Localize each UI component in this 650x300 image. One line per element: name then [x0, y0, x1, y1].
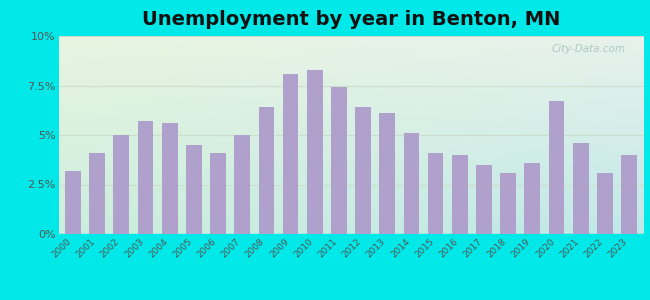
Bar	[621, 155, 637, 234]
Bar	[356, 107, 371, 234]
Bar	[500, 172, 516, 234]
Bar	[428, 153, 443, 234]
Bar	[235, 135, 250, 234]
Bar	[476, 165, 492, 234]
Bar	[525, 163, 540, 234]
Bar	[597, 172, 613, 234]
Bar	[404, 133, 419, 234]
Bar	[65, 171, 81, 234]
Bar	[114, 135, 129, 234]
Bar	[573, 143, 588, 234]
Bar	[186, 145, 202, 234]
Bar	[549, 101, 564, 234]
Bar	[162, 123, 177, 234]
Bar	[259, 107, 274, 234]
Bar	[380, 113, 395, 234]
Bar	[283, 74, 298, 234]
Bar	[331, 88, 346, 234]
Bar	[89, 153, 105, 234]
Bar	[138, 121, 153, 234]
Bar	[307, 70, 322, 234]
Text: City-Data.com: City-Data.com	[552, 44, 626, 54]
Bar	[210, 153, 226, 234]
Bar	[452, 155, 467, 234]
Title: Unemployment by year in Benton, MN: Unemployment by year in Benton, MN	[142, 10, 560, 29]
